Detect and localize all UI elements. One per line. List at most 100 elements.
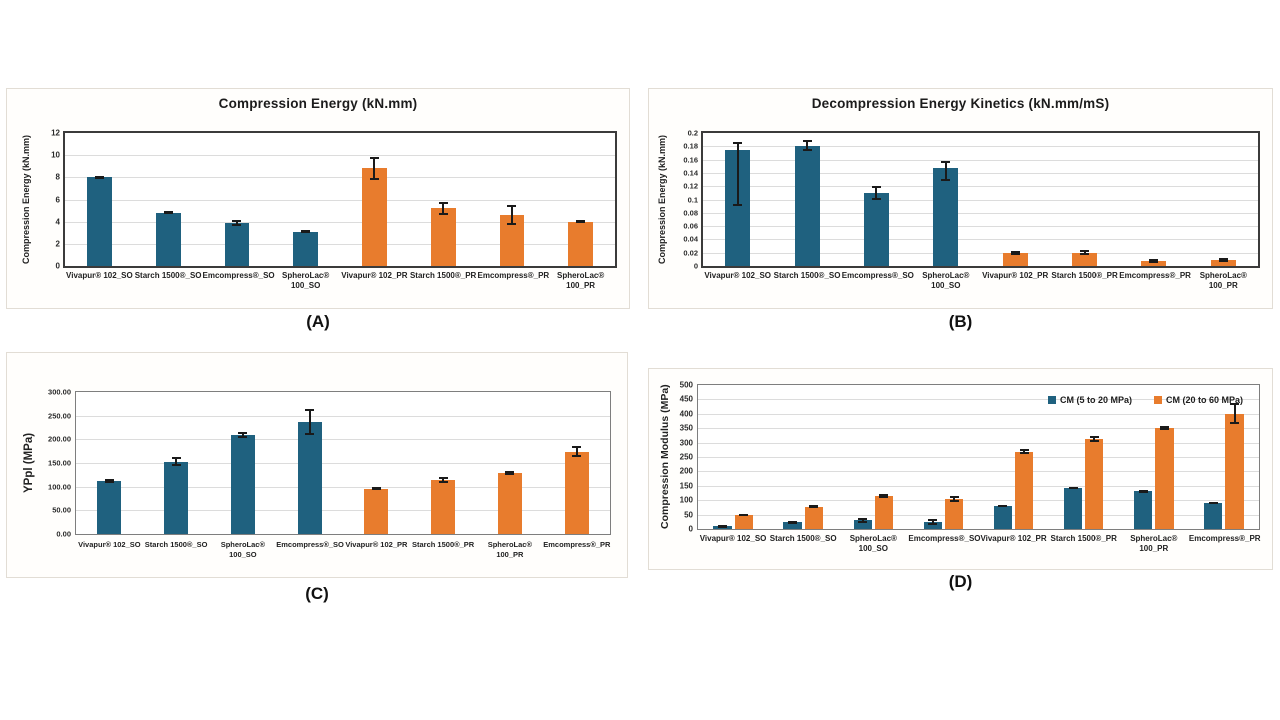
- error-bar: [163, 211, 173, 215]
- x-category-label: SpheroLac® 100_SO: [849, 534, 897, 554]
- y-tick-label: 0.00: [56, 529, 71, 539]
- gridline: [698, 485, 1259, 487]
- bar: [497, 472, 522, 534]
- bar: [1225, 413, 1244, 529]
- gridline: [65, 221, 615, 223]
- caption-panel-b: (B): [948, 312, 973, 331]
- error-bar-line: [175, 457, 178, 466]
- y-tick-label: 100: [679, 495, 693, 505]
- x-category-label: Starch 1500®_PR: [412, 540, 475, 549]
- error-bar-cap-top: [1019, 448, 1029, 451]
- gridline: [76, 439, 610, 441]
- error-bar-cap-bottom: [788, 521, 798, 524]
- error-bar-line: [1093, 435, 1096, 443]
- error-bar-cap-top: [1218, 258, 1228, 261]
- error-bar: [1019, 448, 1029, 455]
- error-bar-cap-bottom: [371, 487, 381, 490]
- error-bar-cap-bottom: [717, 524, 727, 527]
- chart-a-plot-area: 0 2 4 6 8 10 12 Vivapur® 102_SO Starch 1500®_SO E…: [51, 129, 617, 290]
- bar: [1204, 503, 1223, 529]
- error-bar-cap-top: [104, 479, 114, 482]
- error-bar-line: [235, 220, 238, 226]
- error-bar: [94, 175, 104, 179]
- error-bar: [928, 518, 938, 525]
- gridline: [698, 514, 1259, 516]
- error-bar: [1218, 258, 1228, 263]
- caption-panel-c: (C): [305, 584, 329, 603]
- x-category-label: SpheroLac® 100_SO: [220, 540, 266, 559]
- x-category-label: Vivapur® 102_SO: [66, 271, 133, 280]
- error-bar-cap-bottom: [305, 433, 315, 436]
- y-tick-label: 100.00: [48, 482, 71, 492]
- y-tick-label: 0: [688, 524, 693, 534]
- bar: [1141, 260, 1167, 266]
- error-bar-cap-bottom: [1068, 486, 1078, 489]
- gridline: [703, 199, 1258, 201]
- y-tick-label: 0.1: [687, 195, 698, 204]
- error-bar-cap-top: [928, 518, 938, 521]
- error-bar-cap-top: [438, 477, 448, 480]
- y-tick-label: 50: [684, 510, 693, 520]
- panel-a: Compression Energy (kN.mm) Compression E…: [6, 88, 630, 309]
- error-bar-cap-bottom: [1019, 452, 1029, 455]
- chart-d-legend: CM (5 to 20 MPa) CM (20 to 60 MPa): [1047, 395, 1243, 405]
- y-tick-label: 400: [679, 409, 693, 419]
- x-category-label: SpheroLac® 100_PR: [1130, 534, 1178, 554]
- y-tick-label: 8: [55, 172, 60, 182]
- error-bar-line: [931, 518, 934, 525]
- error-bar-cap-top: [733, 141, 743, 144]
- error-bar-cap-top: [438, 201, 448, 204]
- error-bar: [717, 524, 727, 528]
- gridline: [698, 457, 1259, 458]
- y-tick-label: 0.08: [683, 208, 698, 218]
- error-bar-cap-top: [1010, 251, 1020, 254]
- error-bar-line: [575, 445, 578, 458]
- y-tick-label: 6: [55, 195, 60, 204]
- y-tick-label: 0.12: [683, 181, 698, 191]
- chart-b-y-axis-label: Compression Energy (kN.mm): [657, 134, 667, 265]
- error-bar-cap-bottom: [238, 436, 248, 439]
- error-bar-line: [241, 431, 244, 439]
- y-tick-label: 0: [693, 261, 698, 271]
- error-bar: [858, 517, 868, 523]
- bar: [1155, 428, 1174, 529]
- error-bar-cap-top: [941, 160, 951, 163]
- error-bar-cap-top: [949, 496, 959, 499]
- error-bar-cap-top: [572, 445, 582, 448]
- bar: [1085, 439, 1104, 529]
- bar: [564, 451, 589, 534]
- error-bar-cap-bottom: [1208, 502, 1218, 505]
- error-bar-cap-bottom: [1138, 490, 1148, 493]
- bar: [224, 222, 250, 266]
- gridline: [703, 252, 1258, 254]
- x-category-label: SpheroLac® 100_SO: [922, 271, 970, 291]
- bar: [1015, 451, 1034, 529]
- bar: [1210, 260, 1236, 266]
- chart-c-y-axis-label: YPpl (MPa): [23, 432, 35, 494]
- x-category-label: Emcompress®_SO: [202, 271, 275, 280]
- error-bar-cap-top: [305, 408, 315, 411]
- y-tick-label: 0.18: [683, 141, 698, 151]
- error-bar-line: [1023, 448, 1026, 455]
- error-bar-cap-bottom: [733, 204, 743, 207]
- x-category-label: Emcompress®_PR: [543, 540, 611, 549]
- legend-swatch-orange: [1153, 396, 1162, 404]
- gridline: [703, 172, 1258, 174]
- error-bar-cap-top: [802, 140, 812, 143]
- gridline: [698, 442, 1259, 444]
- error-bar-cap-bottom: [438, 213, 448, 216]
- bar: [293, 231, 318, 266]
- error-bar-cap-top: [505, 471, 515, 474]
- error-bar-line: [442, 201, 445, 216]
- gridline: [703, 212, 1258, 214]
- error-bar-cap-bottom: [809, 505, 819, 508]
- gridline: [703, 239, 1258, 241]
- bar: [87, 177, 112, 266]
- x-category-label: Vivapur® 102_PR: [345, 540, 408, 549]
- panel-d: Compression Modulus (MPa) CM (5 to 20 MP…: [648, 368, 1273, 570]
- error-bar-cap-top: [1159, 426, 1169, 429]
- error-bar-cap-bottom: [739, 514, 749, 517]
- error-bar: [949, 496, 959, 502]
- x-category-label: SpheroLac® 100_PR: [1199, 271, 1247, 291]
- x-category-label: Vivapur® 102_PR: [980, 534, 1047, 543]
